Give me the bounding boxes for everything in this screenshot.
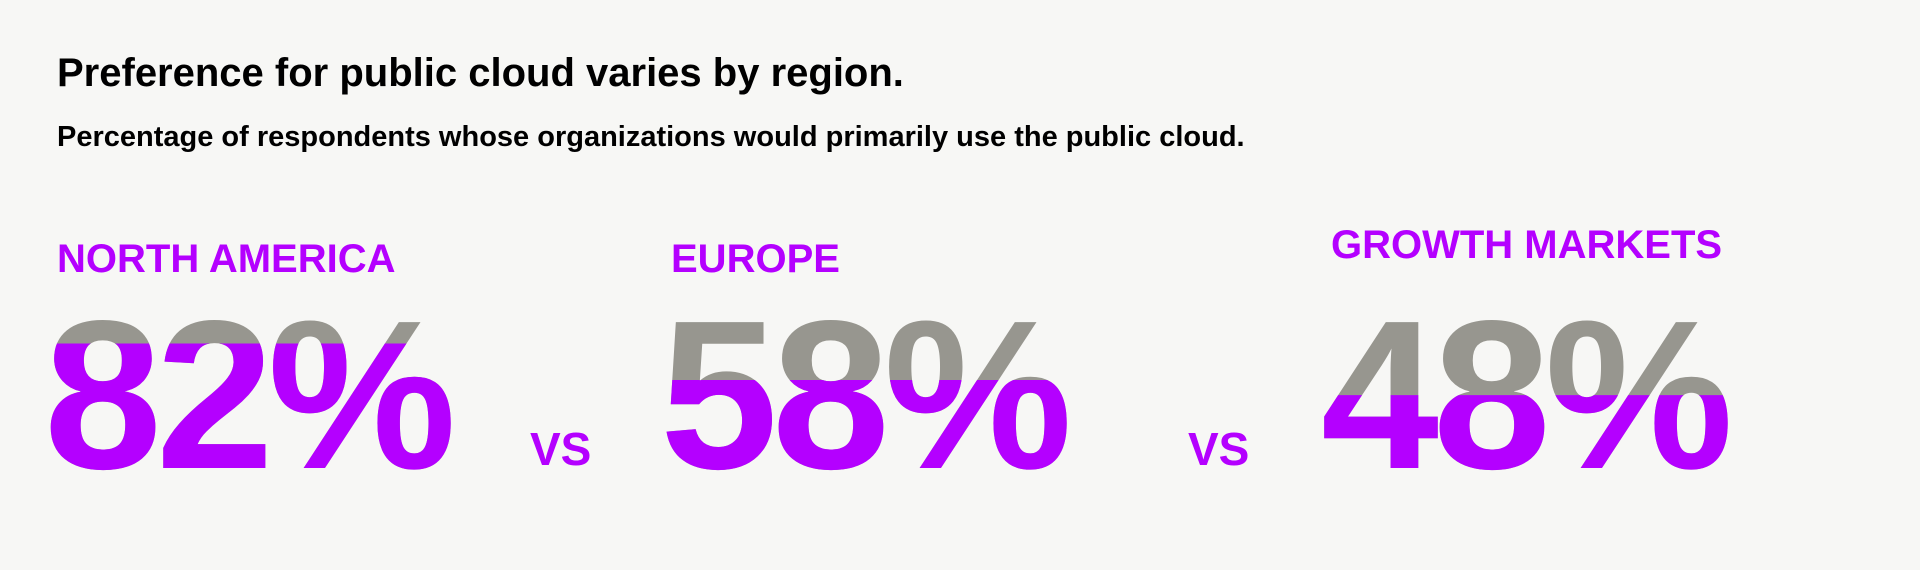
title: Preference for public cloud varies by re… xyxy=(57,51,904,95)
separator: VS xyxy=(530,423,591,475)
region-label: GROWTH MARKETS xyxy=(1331,223,1722,267)
subtitle: Percentage of respondents whose organiza… xyxy=(57,121,1245,153)
value-label-fill: 48% xyxy=(1321,276,1728,513)
separator: VS xyxy=(1188,423,1249,475)
value-label: 58% xyxy=(660,276,1067,513)
value-label-fill: 82% xyxy=(44,276,451,513)
value-label-fill: 58% xyxy=(660,276,1067,513)
region-label: NORTH AMERICA xyxy=(57,237,396,281)
value-label: 82% xyxy=(44,276,451,513)
value-label: 48% xyxy=(1321,276,1728,513)
region-label: EUROPE xyxy=(671,237,840,281)
